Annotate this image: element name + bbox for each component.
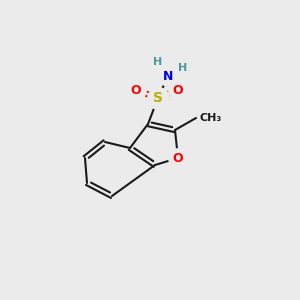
- Text: O: O: [173, 83, 183, 97]
- Text: CH₃: CH₃: [200, 113, 222, 123]
- Text: S: S: [153, 91, 163, 105]
- Text: N: N: [163, 70, 173, 83]
- Text: H: H: [178, 63, 188, 73]
- Text: O: O: [173, 152, 183, 164]
- Text: H: H: [153, 57, 163, 67]
- Text: O: O: [131, 83, 141, 97]
